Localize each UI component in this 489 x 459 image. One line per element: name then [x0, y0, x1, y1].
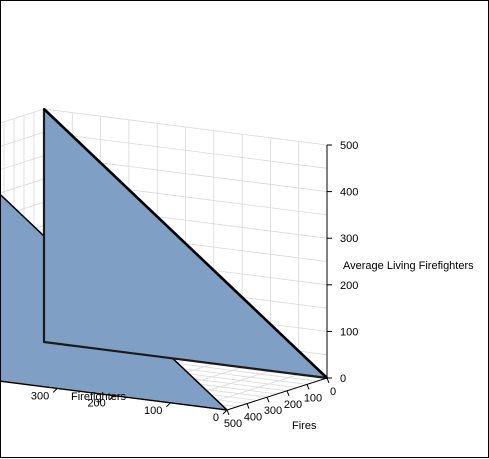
firefighters-axis-line	[1, 380, 228, 411]
surface-edge-2	[43, 108, 328, 379]
y-tick-mark	[222, 409, 228, 415]
x-tick-label: 0	[330, 386, 336, 398]
x-tick-label: 100	[304, 392, 322, 404]
x-axis-label: Fires	[292, 420, 317, 432]
back-wall-gridline	[1, 201, 45, 217]
fires-axis-line	[226, 377, 328, 411]
y-tick-label: 100	[144, 405, 162, 417]
x-tick-label: 400	[244, 412, 262, 424]
x-tick-label: 500	[224, 418, 242, 430]
side-wall-gridline	[43, 131, 328, 169]
z-tick-label: 100	[340, 326, 358, 338]
z-axis-label: Average Living Firefighters	[343, 260, 474, 272]
back-wall-gridline	[1, 178, 45, 194]
y-tick-mark	[166, 402, 171, 408]
tick-labels: 0100200300400500010020030040050001002003…	[31, 140, 359, 430]
y-tick-label: 0	[213, 412, 219, 424]
x-tick-mark	[326, 377, 330, 384]
z-tick-label: 500	[340, 140, 358, 152]
back-wall-gridline	[1, 131, 45, 147]
z-tick-label: 400	[340, 187, 358, 199]
x-tick-label: 200	[284, 399, 302, 411]
z-tick-label: 300	[340, 233, 358, 245]
x-tick-mark	[306, 384, 310, 390]
surface-sheets	[1, 107, 329, 411]
x-tick-mark	[226, 409, 230, 416]
y-axis-label: Firefighters	[71, 391, 127, 403]
y-tick-mark	[52, 388, 58, 393]
x-tick-label: 300	[264, 405, 282, 417]
y-tick-mark	[109, 395, 115, 400]
back-wall-gridline	[1, 155, 45, 170]
side-wall-gridline	[43, 108, 328, 146]
y-tick-label: 300	[31, 390, 49, 402]
back-wall-gridline	[1, 108, 45, 124]
y-tick-label: 200	[87, 398, 105, 410]
z-tick-label: 0	[340, 373, 346, 385]
axes	[1, 145, 328, 411]
x-tick-mark	[266, 397, 270, 403]
x-tick-mark	[246, 403, 250, 409]
x-tick-mark	[286, 390, 290, 396]
z-tick-label: 200	[340, 280, 358, 292]
